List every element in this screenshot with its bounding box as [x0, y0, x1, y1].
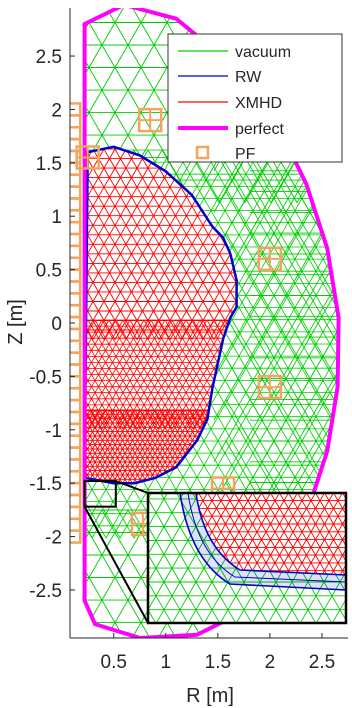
solenoid-coil	[70, 102, 82, 117]
legend-swatch-pf	[195, 145, 210, 160]
inset-xmhd-mesh	[196, 493, 346, 575]
pf-coil	[257, 374, 283, 400]
legend-label-rw: RW	[235, 69, 262, 86]
legend-label-vacuum: vacuum	[235, 44, 291, 61]
legend-label-pf: PF	[235, 146, 256, 163]
legend-label-xmhd: XMHD	[235, 95, 282, 112]
inset-rw-outer	[179, 493, 346, 591]
xmhd-mesh-lower	[84, 409, 237, 484]
y-tick-label: 2	[51, 100, 62, 121]
zoom-connector-lines	[83, 480, 149, 624]
y-tick-label: -2.5	[29, 581, 62, 602]
legend-box	[167, 33, 343, 163]
x-tick-label: 0.5	[101, 652, 127, 673]
x-axis-label: R [m]	[186, 685, 234, 707]
legend-label-perfect: perfect	[235, 121, 284, 138]
y-tick-label: -1	[45, 421, 62, 442]
y-tick-label: 0	[51, 314, 62, 335]
axes-frame: 0.5 1 1.5 2 2.5 2.5 2 1.5 1 0.5 0 -0.5 -1 -1.5 -2 -2.5	[29, 8, 348, 673]
pf-coil	[137, 107, 163, 133]
y-tick-label: 0.5	[36, 261, 62, 282]
legend: vacuum RW XMHD perfect PF	[167, 33, 343, 163]
y-axis-label: Z [m]	[5, 299, 27, 345]
zoom-line-top	[115, 480, 149, 494]
xmhd-mesh-core	[84, 319, 237, 430]
y-tick-label: -0.5	[29, 367, 62, 388]
pf-coil	[75, 145, 100, 170]
x-tick-label: 1	[161, 652, 172, 673]
y-tick-label: 1.5	[36, 154, 62, 175]
x-tick-label: 1.5	[205, 652, 231, 673]
y-tick-label: -1.5	[29, 474, 62, 495]
resistive-wall-boundary	[83, 145, 238, 485]
inset-rw-mid	[187, 493, 346, 583]
inset-rw-inner	[195, 493, 346, 576]
zoom-region-box	[83, 480, 117, 508]
zoom-line-bottom	[83, 506, 149, 624]
inset-zoom	[146, 491, 348, 625]
pf-coil	[257, 246, 283, 272]
inset-frame	[146, 491, 348, 625]
y-tick-label: 1	[51, 207, 62, 228]
x-tick-label: 2	[265, 652, 276, 673]
x-tick-label: 2.5	[309, 652, 335, 673]
y-tick-label: -2	[45, 528, 62, 549]
y-tick-label: 2.5	[36, 47, 62, 68]
